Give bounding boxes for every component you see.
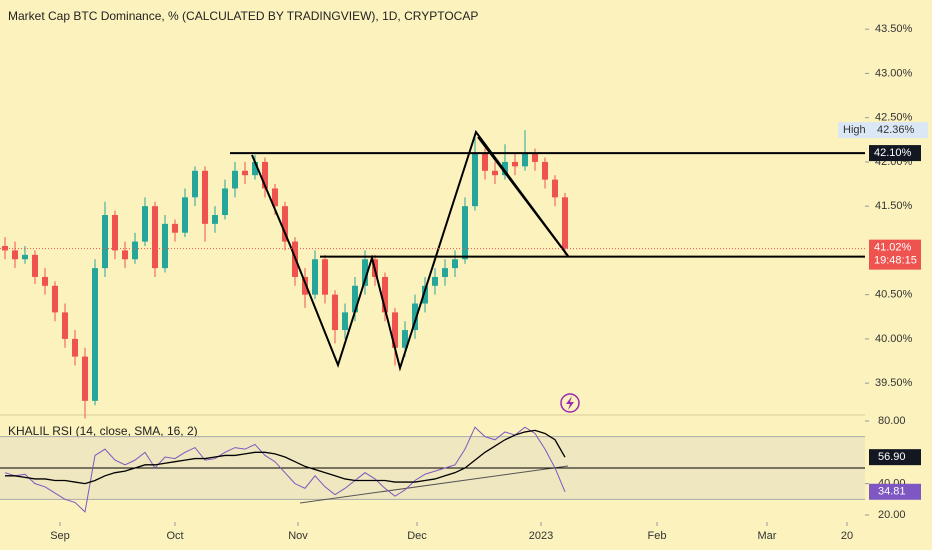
x-tick-label: Sep: [50, 530, 70, 542]
x-tick-label: 20: [841, 530, 853, 542]
trend-line: [477, 136, 569, 257]
high-label: 42.36%: [877, 124, 915, 136]
candle-body: [32, 254, 38, 277]
candle-body: [322, 259, 328, 295]
candle-body: [402, 330, 408, 348]
lightning-icon[interactable]: [560, 393, 580, 413]
candle-body: [512, 161, 518, 167]
candle-body: [122, 250, 128, 260]
rsi-trend-line: [299, 465, 569, 504]
candle-body: [12, 250, 18, 260]
candle-body: [392, 312, 398, 348]
candle-body: [482, 153, 488, 171]
x-tick-label: 2023: [529, 530, 553, 542]
candle-body: [472, 153, 478, 207]
indicator-title: KHALIL RSI (14, close, SMA, 16, 2): [8, 424, 198, 438]
candle-body: [52, 285, 58, 313]
last-price-box: [869, 239, 921, 270]
rsi-line: [5, 429, 566, 485]
y-tick-label: 43.00%: [875, 67, 913, 79]
y-tick-label: 20.00: [878, 509, 906, 521]
candle-body: [442, 268, 448, 277]
candle-body: [452, 259, 458, 269]
candle-body: [192, 170, 198, 198]
y-tick-label: 39.50%: [875, 377, 913, 389]
rsi-line: [4, 426, 566, 513]
x-tick-label: Dec: [407, 530, 427, 542]
time-axis: [0, 522, 932, 550]
high-text: High: [843, 124, 866, 136]
candle-body: [132, 241, 138, 260]
candle-body: [312, 259, 318, 295]
candle-body: [432, 276, 438, 286]
candle-body: [332, 294, 338, 331]
drawings: [0, 129, 865, 504]
candle-body: [92, 268, 98, 401]
candle-body: [212, 215, 218, 224]
candle-body: [342, 312, 348, 331]
last-price-label: 41.02%: [874, 242, 912, 254]
candle-body: [362, 259, 368, 286]
candle-body: [162, 223, 168, 269]
level-label: 42.10%: [874, 147, 912, 159]
rsi-last-label: 34.81: [878, 486, 906, 498]
y-tick-label: 40.00%: [875, 333, 913, 345]
rsi-last-label: 56.90: [878, 451, 906, 463]
x-tick-label: Oct: [166, 530, 183, 542]
candle-body: [22, 254, 28, 260]
candle-body: [262, 161, 268, 189]
candle-body: [72, 338, 78, 357]
y-tick-label: 40.50%: [875, 289, 913, 301]
candle-body: [352, 285, 358, 313]
candle-body: [492, 170, 498, 176]
candle-body: [202, 170, 208, 224]
level-label-box: [869, 145, 921, 162]
candle-body: [422, 285, 428, 304]
candle-body: [182, 197, 188, 233]
candle-body: [532, 153, 538, 162]
candle-body: [272, 188, 278, 207]
candle-body: [252, 161, 258, 176]
candle-body: [562, 197, 568, 249]
candle-body: [152, 206, 158, 269]
icon-circle[interactable]: [560, 393, 580, 413]
high-box: [838, 122, 928, 139]
y-tick-label: 41.50%: [875, 200, 913, 212]
candle-body: [522, 153, 528, 167]
countdown-label: 19:48:15: [874, 255, 917, 267]
candle-body: [552, 179, 558, 198]
candle-body: [282, 206, 288, 242]
candle-body: [42, 276, 48, 286]
x-tick-label: Feb: [648, 530, 667, 542]
chart-title: Market Cap BTC Dominance, % (CALCULATED …: [8, 9, 478, 23]
y-tick-label: 43.50%: [875, 23, 913, 35]
candle-body: [2, 245, 8, 251]
candle-body: [242, 170, 248, 176]
candle-body: [462, 206, 468, 260]
candle-body: [82, 356, 88, 401]
x-tick-label: Nov: [288, 530, 308, 542]
x-tick-label: Mar: [758, 530, 777, 542]
candle-body: [172, 223, 178, 233]
candle-body: [112, 215, 118, 251]
candle-body: [412, 303, 418, 331]
zigzag: [251, 129, 569, 372]
candle-body: [142, 206, 148, 242]
candle-body: [62, 312, 68, 339]
rsi-last-box: [869, 449, 921, 466]
candle-body: [382, 276, 388, 313]
y-tick-label: 80.00: [878, 415, 906, 427]
candle-body: [222, 188, 228, 216]
y-tick-label: 42.50%: [875, 112, 913, 124]
candle-body: [302, 276, 308, 295]
icon-bolt[interactable]: [566, 396, 574, 410]
rsi-last-box: [869, 483, 921, 500]
candle-body: [102, 215, 108, 269]
candle-body: [232, 170, 238, 189]
candle-body: [502, 161, 508, 176]
candle-body: [542, 161, 548, 180]
